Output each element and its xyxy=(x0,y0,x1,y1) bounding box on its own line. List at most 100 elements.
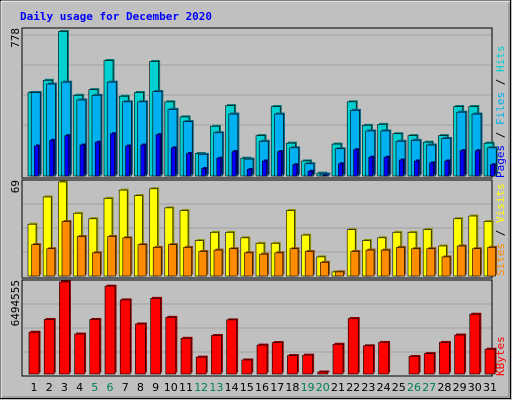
bar-sites-day-22 xyxy=(350,249,361,277)
bar-kbytes-day-19 xyxy=(302,353,315,375)
bar-pages-day-6 xyxy=(110,132,116,177)
bar-pages-day-13 xyxy=(216,156,223,177)
x-tick-label-day-9: 9 xyxy=(152,381,159,394)
y-max-label-kbytes: 6494555 xyxy=(9,280,22,326)
x-tick-label-day-8: 8 xyxy=(137,381,144,394)
bar-kbytes-day-9 xyxy=(150,296,163,375)
x-tick-label-day-23: 23 xyxy=(361,381,375,394)
bar-pages-day-16 xyxy=(262,159,268,177)
bar-kbytes-day-22 xyxy=(347,316,360,375)
x-tick-label-day-14: 14 xyxy=(225,381,239,394)
bar-pages-day-5 xyxy=(94,140,101,177)
x-tick-label-day-4: 4 xyxy=(76,381,83,394)
x-tick-label-day-29: 29 xyxy=(453,381,467,394)
x-tick-label-day-12: 12 xyxy=(194,381,208,394)
bar-pages-day-22 xyxy=(353,148,360,177)
panel-sites-visits: 69 Sites / Visits xyxy=(9,179,507,279)
x-tick-label-day-5: 5 xyxy=(91,381,98,394)
bar-sites-day-18 xyxy=(289,247,300,277)
bar-sites-day-25 xyxy=(396,245,406,277)
side-legend-separator: / xyxy=(494,223,507,243)
bar-pages-day-17 xyxy=(277,150,284,177)
x-axis-labels: 1 2 3 4 5 6 7 8 9 10 11 12 13 14 15 16 17 18 19 20 21 22 23 24 2… xyxy=(31,381,498,394)
bar-kbytes-day-6 xyxy=(104,284,117,375)
x-tick-label-day-11: 11 xyxy=(179,381,193,394)
bar-sites-day-4 xyxy=(76,234,87,277)
bar-kbytes-day-24 xyxy=(378,340,391,375)
bar-kbytes-day-4 xyxy=(74,332,87,375)
x-tick-label-day-20: 20 xyxy=(316,381,330,394)
bar-sites-day-13 xyxy=(213,248,224,277)
bar-kbytes-day-2 xyxy=(43,317,56,375)
bar-sites-day-15 xyxy=(244,251,254,277)
y-max-label-hits: 778 xyxy=(9,28,22,48)
x-tick-label-day-3: 3 xyxy=(61,381,68,394)
bar-pages-day-21 xyxy=(338,162,344,177)
x-tick-label-day-7: 7 xyxy=(122,381,129,394)
bar-sites-day-8 xyxy=(137,243,148,277)
bar-kbytes-day-12 xyxy=(195,355,208,375)
side-legend-files: Files xyxy=(494,92,507,125)
panel-hits-files-pages: 778 Pages / Files / Hits xyxy=(9,27,507,179)
bar-kbytes-day-29 xyxy=(454,333,467,375)
x-tick-label-day-13: 13 xyxy=(209,381,223,394)
side-legend-sites-visits: Sites / Visits xyxy=(494,183,507,276)
bar-kbytes-day-21 xyxy=(332,342,345,375)
x-tick-label-day-15: 15 xyxy=(240,381,254,394)
bar-kbytes-day-8 xyxy=(135,322,147,375)
side-legend-sites: Sites xyxy=(494,243,507,276)
bar-pages-day-12 xyxy=(201,166,208,177)
bar-pages-day-28 xyxy=(444,159,451,177)
bar-sites-day-11 xyxy=(183,245,194,277)
bar-pages-day-4 xyxy=(79,143,86,177)
bar-sites-day-7 xyxy=(122,236,133,277)
x-tick-label-day-6: 6 xyxy=(107,381,114,394)
side-legend-kbytes: KBytes xyxy=(494,336,507,376)
bar-pages-day-8 xyxy=(140,143,147,177)
x-tick-label-day-27: 27 xyxy=(422,381,436,394)
x-tick-label-day-1: 1 xyxy=(31,381,38,394)
y-max-label-visits: 69 xyxy=(9,180,22,193)
x-tick-label-day-19: 19 xyxy=(301,381,315,394)
bar-sites-day-6 xyxy=(107,234,118,277)
bar-sites-day-1 xyxy=(31,243,42,277)
bar-kbytes-day-18 xyxy=(287,354,299,375)
x-tick-label-day-24: 24 xyxy=(377,381,391,394)
bar-pages-day-27 xyxy=(429,161,436,177)
side-legend-separator: / xyxy=(494,125,507,145)
bar-sites-day-21 xyxy=(335,270,346,277)
bar-kbytes-day-17 xyxy=(271,341,284,375)
x-tick-label-day-2: 2 xyxy=(46,381,53,394)
x-tick-label-day-22: 22 xyxy=(346,381,360,394)
bar-pages-day-23 xyxy=(368,155,375,177)
bar-pages-day-11 xyxy=(186,151,192,177)
bar-sites-day-31 xyxy=(487,245,498,277)
bar-pages-day-30 xyxy=(474,149,481,177)
bar-pages-day-26 xyxy=(414,159,420,177)
bar-kbytes-day-14 xyxy=(226,318,239,375)
bar-pages-day-25 xyxy=(398,158,405,177)
x-tick-label-day-26: 26 xyxy=(407,381,421,394)
bar-pages-day-2 xyxy=(49,138,56,177)
x-tick-label-day-17: 17 xyxy=(270,381,284,394)
bar-kbytes-day-13 xyxy=(211,333,223,375)
bar-pages-day-19 xyxy=(307,169,314,177)
bar-sites-day-28 xyxy=(441,255,452,277)
bar-pages-day-20 xyxy=(322,173,329,177)
bar-pages-day-10 xyxy=(170,146,177,177)
x-tick-label-day-25: 25 xyxy=(392,381,406,394)
bar-sites-day-23 xyxy=(365,248,376,277)
bar-sites-day-26 xyxy=(411,247,422,277)
bar-pages-day-24 xyxy=(383,155,390,177)
x-tick-label-day-16: 16 xyxy=(255,381,269,394)
bar-kbytes-day-23 xyxy=(363,344,375,375)
bar-kbytes-day-27 xyxy=(423,352,436,375)
bar-pages-day-3 xyxy=(64,134,71,177)
bar-pages-day-1 xyxy=(34,144,40,177)
bar-pages-day-18 xyxy=(292,163,299,177)
bar-sites-day-12 xyxy=(198,249,209,277)
bar-pages-day-7 xyxy=(125,144,132,177)
bar-sites-day-5 xyxy=(92,251,102,277)
bar-sites-day-14 xyxy=(228,247,239,277)
